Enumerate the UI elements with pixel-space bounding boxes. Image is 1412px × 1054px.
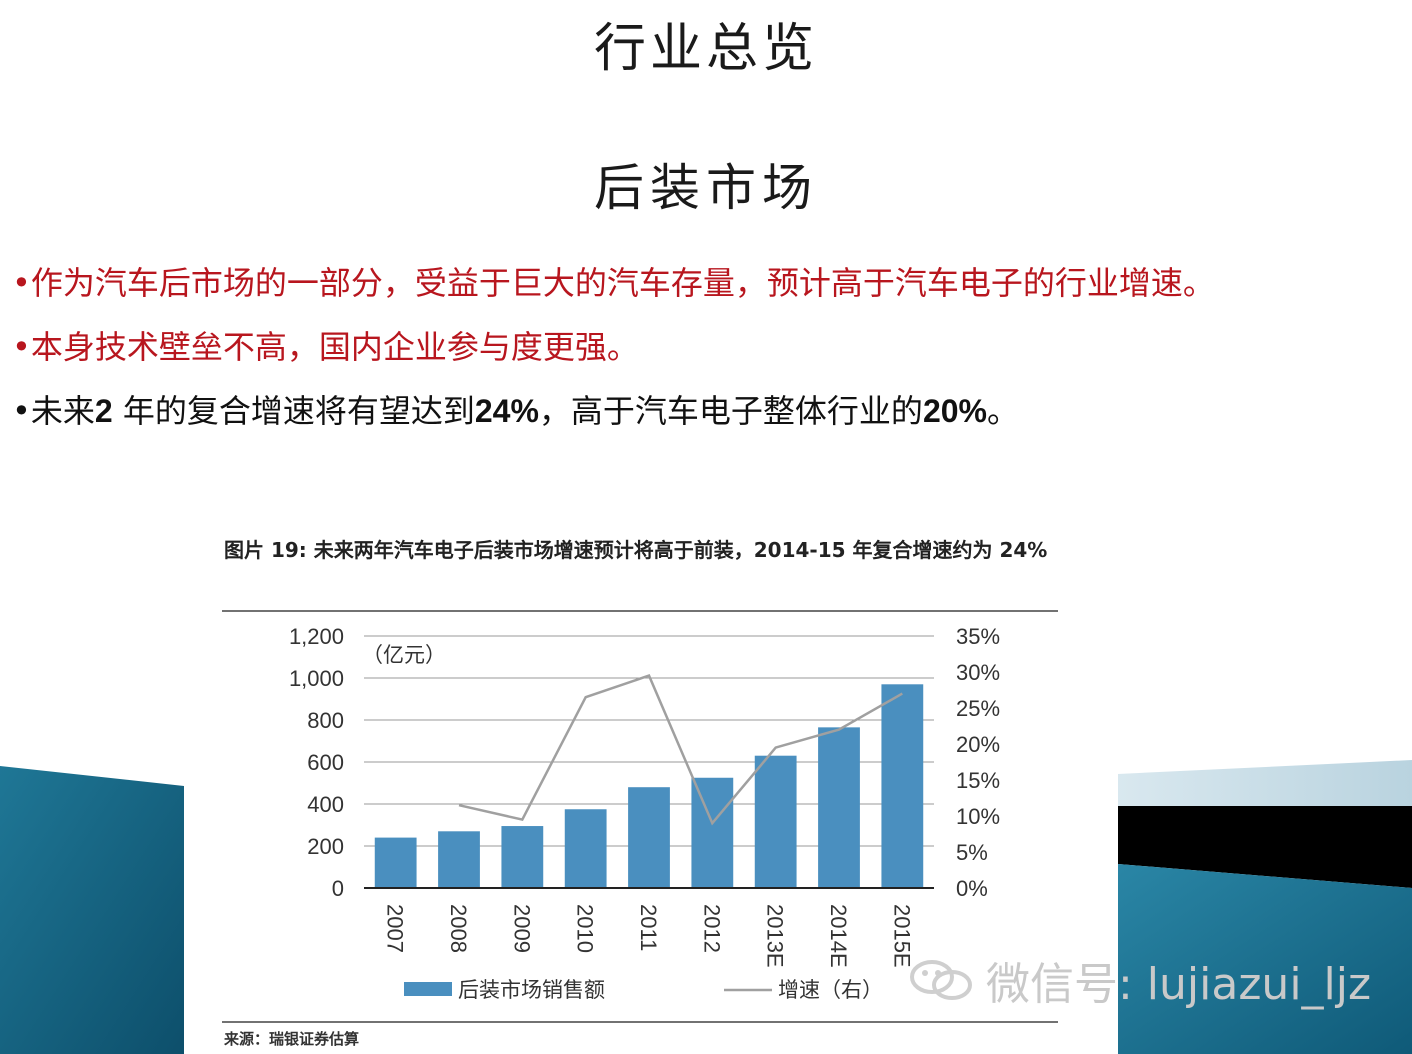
chart-title: 图片 19: 未来两年汽车电子后装市场增速预计将高于前装，2014-15 年复合… [224, 538, 1048, 562]
y-left-tick-label: 1,200 [289, 624, 344, 649]
bullet-3-part: 。 [986, 392, 1019, 430]
y-right-tick-label: 30% [956, 660, 1000, 685]
y-right-tick-label: 5% [956, 840, 988, 865]
unit-label: （亿元） [362, 643, 446, 667]
x-tick-label: 2011 [636, 904, 661, 951]
legend-swatch-bar [404, 982, 452, 996]
y-left-tick-label: 800 [307, 708, 344, 733]
y-left-tick-label: 400 [307, 792, 344, 817]
bar [691, 777, 734, 888]
bullet-3-number: 2 [94, 393, 113, 429]
decorative-panel-right [1118, 760, 1412, 1054]
bar [628, 787, 670, 888]
bar [438, 831, 480, 888]
legend-label-bar: 后装市场销售额 [458, 978, 605, 1002]
growth-line [458, 674, 903, 826]
slide-title: 行业总览 [593, 19, 818, 79]
y-right-tick-label: 10% [956, 804, 1000, 829]
chart-source: 来源：瑞银证券估算 [223, 1030, 359, 1048]
watermark-text: 微信号: lujiazui_ljz [986, 959, 1372, 1010]
bar [881, 684, 924, 888]
x-tick-label: 2010 [573, 904, 598, 953]
y-right-tick-label: 20% [956, 732, 1000, 757]
bullet-point-1: •作为汽车后市场的一部分，受益于巨大的汽车存量，预计高于汽车电子的行业增速。 [12, 264, 1215, 302]
bullet-point-3: •未来2 年的复合增速将有望达到24%，高于汽车电子整体行业的20%。 [12, 386, 1019, 432]
bar [374, 837, 417, 888]
y-right-tick-label: 0% [956, 876, 988, 901]
bullet-3-number: 20% [922, 393, 987, 429]
y-left-tick-label: 1,000 [289, 666, 344, 691]
x-tick-label: 2009 [509, 904, 534, 953]
bar [501, 826, 544, 888]
x-tick-label: 2007 [383, 904, 408, 953]
x-tick-label: 2015E [889, 904, 914, 968]
x-tick-label: 2008 [446, 904, 471, 953]
bullet-3-part: 年的复合增速将有望达到 [112, 392, 475, 430]
bar [564, 809, 607, 888]
x-tick-label: 2013E [763, 904, 788, 968]
wechat-icon [910, 960, 972, 1000]
y-right-tick-label: 35% [956, 624, 1000, 649]
bullet-3-part: ，高于汽车电子整体行业的 [538, 392, 923, 430]
y-left-tick-label: 200 [307, 834, 344, 859]
chart-card: 图片 19: 未来两年汽车电子后装市场增速预计将高于前装，2014-15 年复合… [200, 520, 1100, 1054]
bullet-point-2: •本身技术壁垒不高，国内企业参与度更强。 [12, 328, 639, 366]
decorative-panel-left [0, 766, 184, 1054]
x-tick-label: 2012 [699, 904, 724, 953]
bullet-3-part: •未来 [12, 392, 95, 430]
y-left-tick-label: 600 [307, 750, 344, 775]
bullet-3-number: 24% [474, 393, 539, 429]
wechat-watermark: 微信号: lujiazui_ljz [906, 950, 1371, 1010]
y-right-tick-label: 15% [956, 768, 1000, 793]
bar [818, 727, 860, 888]
y-right-tick-label: 25% [956, 696, 1000, 721]
bar [754, 755, 797, 888]
legend-label-line: 增速（右） [778, 978, 883, 1002]
y-left-tick-label: 0 [332, 876, 344, 901]
slide-subtitle: 后装市场 [594, 159, 818, 217]
x-tick-label: 2014E [826, 904, 851, 968]
chart-svg: 0 200 400 600 800 1,000 1,200 0% 5% 10% 15% 20% 25% 3… [222, 610, 1058, 1048]
